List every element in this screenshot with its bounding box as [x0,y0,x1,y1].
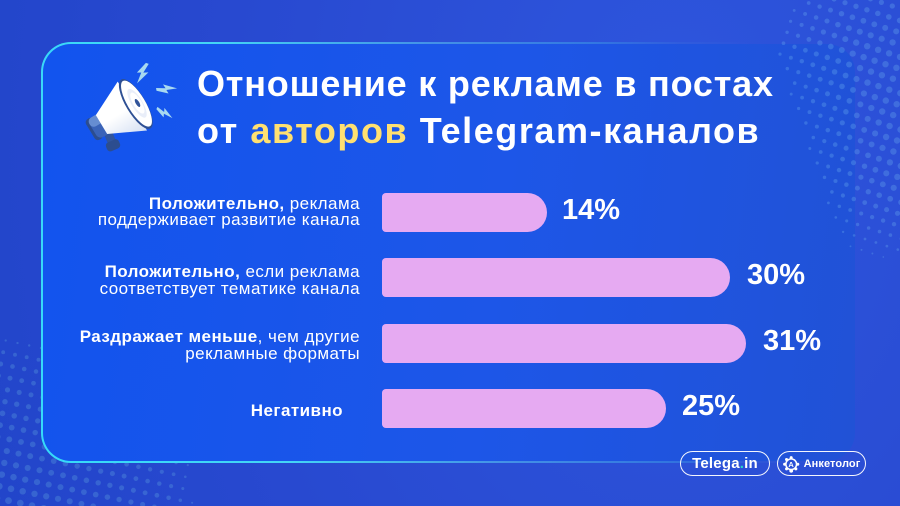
svg-text:A: A [788,460,794,469]
